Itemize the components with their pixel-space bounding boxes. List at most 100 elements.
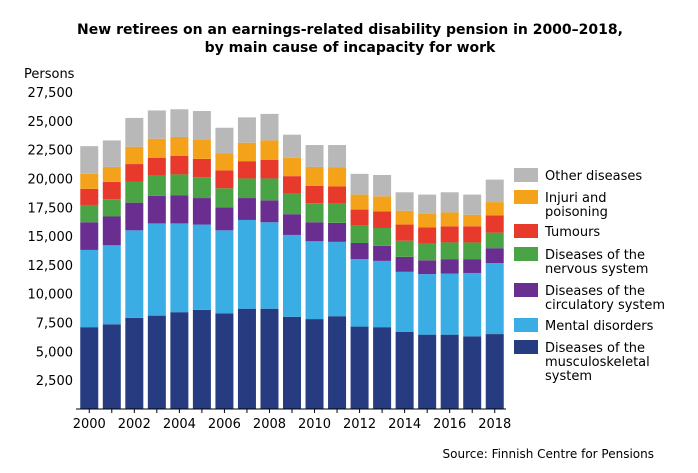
bar-segment-2007-series-4	[237, 161, 256, 179]
bar-segment-2006-series-4	[215, 170, 234, 189]
bar-segment-2007-series-5	[237, 142, 256, 162]
bar-segment-2009-series-5	[283, 157, 301, 177]
bars	[80, 109, 504, 409]
bar-segment-2015-series-6	[418, 194, 437, 214]
bar-segment-2014-series-5	[395, 210, 414, 225]
bar-segment-2006-series-6	[215, 127, 234, 154]
bar-segment-2013-series-2	[373, 245, 392, 261]
y-tick-label: 7,500	[36, 317, 73, 332]
bar-segment-2018-series-6	[485, 179, 504, 203]
y-tick-label: 12,500	[28, 259, 74, 274]
bar-segment-2002-series-6	[125, 117, 144, 147]
x-tick-label: 2014	[388, 417, 421, 432]
x-tick-label: 2006	[208, 417, 241, 432]
x-tick-label: 2010	[298, 417, 331, 432]
bar-segment-2015-series-3	[418, 243, 437, 261]
bar-segment-2008-series-4	[260, 160, 279, 179]
bar-segment-2003-series-5	[147, 138, 166, 158]
bar-segment-2008-series-0	[260, 308, 279, 409]
bar-segment-2008-series-3	[260, 178, 279, 201]
bar-segment-2000-series-0	[80, 327, 99, 409]
x-tick-label: 2012	[343, 417, 376, 432]
legend-label: musculoskeletal	[545, 355, 650, 370]
bar-segment-2009-series-4	[283, 176, 301, 194]
bar-segment-2000-series-1	[80, 249, 99, 328]
bar-segment-2018-series-2	[485, 248, 504, 264]
bar-segment-2002-series-2	[125, 202, 144, 231]
legend-label: Mental disorders	[545, 319, 654, 334]
legend-label: system	[545, 369, 592, 384]
bar-segment-2015-series-4	[418, 227, 437, 244]
bar-segment-2015-series-5	[418, 213, 437, 228]
bar-segment-2012-series-6	[350, 173, 369, 195]
bar-segment-2014-series-2	[395, 256, 414, 272]
legend-label: Injuri and	[545, 191, 606, 206]
bar-segment-2013-series-5	[373, 196, 392, 212]
bar-segment-2006-series-1	[215, 230, 234, 314]
bar-segment-2014-series-3	[395, 240, 414, 257]
bar-segment-2005-series-1	[192, 224, 211, 310]
bar-segment-2001-series-3	[102, 199, 121, 217]
x-axis: 2000 2002 2004 2006 2008 2010 2012 2014 2016 2018	[73, 409, 511, 432]
y-axis-label: Persons	[24, 67, 75, 82]
bar-segment-2010-series-3	[305, 203, 324, 223]
chart-title-line2: by main cause of incapacity for work	[205, 40, 496, 56]
y-tick-label: 27,500	[28, 86, 74, 101]
bar-segment-2009-series-6	[283, 134, 301, 158]
bar-segment-2016-series-3	[440, 242, 459, 260]
bar-segment-2000-series-6	[80, 146, 99, 174]
bar-segment-2000-series-3	[80, 204, 99, 223]
bar-segment-2000-series-5	[80, 173, 99, 189]
bar-segment-2006-series-0	[215, 313, 234, 409]
bar-segment-2009-series-0	[283, 316, 301, 409]
bar-segment-2011-series-5	[328, 167, 347, 187]
bar-segment-2005-series-5	[192, 139, 211, 159]
bar-segment-2009-series-2	[283, 214, 301, 235]
bar-segment-2011-series-4	[328, 186, 347, 204]
bar-segment-2004-series-3	[170, 174, 189, 196]
bar-segment-2006-series-2	[215, 207, 234, 231]
bar-segment-2017-series-6	[463, 194, 482, 215]
bar-segment-2003-series-0	[147, 315, 166, 409]
bar-segment-2005-series-6	[192, 111, 211, 140]
bar-segment-2013-series-0	[373, 327, 392, 409]
bar-segment-2004-series-5	[170, 136, 189, 156]
bar-segment-2015-series-1	[418, 274, 437, 335]
bar-segment-2007-series-6	[237, 117, 256, 143]
legend-swatch	[514, 224, 538, 238]
bar-segment-2016-series-5	[440, 212, 459, 227]
x-tick-label: 2004	[163, 417, 196, 432]
bar-segment-2018-series-3	[485, 232, 504, 249]
bar-segment-2010-series-5	[305, 166, 324, 186]
bar-segment-2010-series-1	[305, 241, 324, 320]
bar-segment-2012-series-4	[350, 209, 369, 226]
x-tick-label: 2008	[253, 417, 286, 432]
y-tick-label: 2,500	[36, 374, 73, 389]
legend-swatch	[514, 318, 538, 332]
bar-segment-2009-series-3	[283, 193, 301, 215]
bar-segment-2015-series-0	[418, 334, 437, 409]
y-tick-label: 5,000	[36, 345, 73, 360]
bar-segment-2001-series-2	[102, 216, 121, 246]
legend-label: Tumours	[544, 225, 600, 240]
legend-label: Diseases of the	[545, 341, 645, 356]
bar-segment-2012-series-2	[350, 243, 369, 260]
bar-segment-2016-series-0	[440, 334, 459, 409]
bar-segment-2017-series-0	[463, 336, 482, 409]
bar-segment-2005-series-4	[192, 158, 211, 178]
legend-label: Other diseases	[545, 169, 642, 184]
bar-segment-2003-series-2	[147, 195, 166, 224]
legend-label: Diseases of the	[545, 284, 645, 299]
x-tick-label: 2002	[118, 417, 151, 432]
bar-segment-2002-series-5	[125, 146, 144, 165]
bar-segment-2016-series-4	[440, 226, 459, 243]
bar-segment-2012-series-5	[350, 194, 369, 210]
bar-segment-2003-series-6	[147, 110, 166, 139]
bar-segment-2002-series-4	[125, 164, 144, 182]
bar-segment-2015-series-2	[418, 260, 437, 275]
bar-segment-2016-series-6	[440, 192, 459, 213]
y-tick-label: 10,000	[28, 288, 74, 303]
legend-swatch	[514, 247, 538, 261]
